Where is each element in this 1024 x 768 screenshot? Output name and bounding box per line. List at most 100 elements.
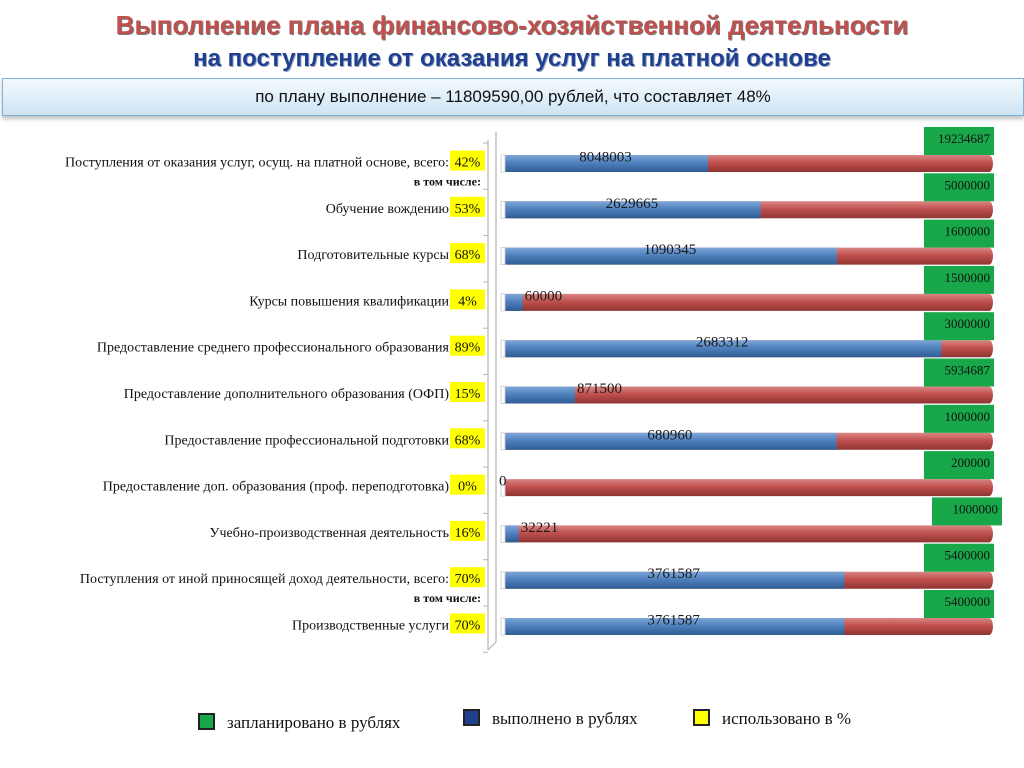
executed-value-label: 1090345 [644, 242, 697, 258]
bar-left-cap [500, 386, 506, 404]
planned-value-box [924, 404, 994, 433]
executed-value-label: 0 [499, 474, 507, 490]
planned-value-box [924, 127, 994, 155]
bar-remaining [503, 525, 993, 543]
bar-left-cap [500, 571, 506, 590]
planned-value-label: 1000000 [953, 501, 999, 516]
percent-label: 89% [455, 341, 481, 356]
category-label: Учебно-производственная деятельность [210, 526, 449, 541]
planned-value-box [924, 173, 994, 202]
title-line-1: Выполнение плана финансово-хозяйственной… [115, 10, 909, 40]
percent-label: 70% [455, 619, 481, 634]
executed-value-label: 8048003 [579, 150, 632, 166]
bar-remaining [503, 293, 993, 311]
legend-label-percent: использовано в % [722, 709, 852, 728]
bar-executed [503, 293, 523, 311]
executed-value-label: 32221 [521, 520, 559, 536]
legend-swatch-planned [198, 713, 215, 730]
percent-label: 70% [455, 572, 481, 587]
executed-value-label: 3761587 [647, 566, 700, 582]
bar-left-cap [500, 617, 506, 636]
planned-value-label: 19234687 [938, 131, 991, 146]
planned-value-label: 1000000 [945, 409, 991, 424]
percent-label: 0% [458, 480, 477, 495]
percent-highlight [450, 613, 485, 634]
bar-executed [503, 340, 942, 358]
percent-label: 4% [458, 294, 477, 309]
planned-value-label: 1600000 [945, 224, 991, 239]
planned-value-box [924, 265, 994, 294]
subgroup-label: в том числе: [414, 175, 481, 189]
legend-item-percent: использовано в % [693, 709, 851, 729]
bar-executed [503, 201, 761, 219]
category-label: Предоставление среднего профессиональног… [97, 341, 450, 356]
percent-label: 68% [455, 248, 481, 263]
executed-value-label: 2683312 [696, 335, 749, 351]
percent-highlight [450, 243, 485, 264]
percent-highlight [450, 567, 485, 588]
bar-left-cap [500, 293, 506, 312]
percent-highlight [450, 335, 485, 356]
category-label: Подготовительные курсы [297, 248, 449, 263]
percent-highlight [450, 520, 485, 541]
percent-highlight [450, 428, 485, 449]
legend-item-executed: выполнено в рублях [463, 709, 638, 729]
percent-highlight [450, 150, 485, 171]
percent-label: 42% [455, 156, 481, 171]
executed-value-label: 3761587 [647, 613, 700, 629]
bar-remaining [503, 479, 993, 497]
category-label: Поступления от оказания услуг, осущ. на … [65, 156, 449, 171]
bar-left-cap [500, 247, 506, 266]
bar-left-cap [500, 200, 506, 219]
percent-label: 16% [455, 526, 481, 541]
planned-value-label: 5400000 [945, 594, 991, 609]
summary-banner: по плану выполнение – 11809590,00 рублей… [2, 78, 1024, 116]
percent-label: 15% [455, 387, 481, 402]
planned-value-label: 3000000 [945, 316, 991, 331]
executed-value-label: 60000 [525, 288, 563, 304]
category-label: Предоставление доп. образования (проф. п… [103, 480, 450, 495]
legend-swatch-percent [693, 709, 710, 726]
category-label: Поступления от иной приносящей доход дея… [80, 572, 449, 587]
category-label: Предоставление профессиональной подготов… [164, 433, 449, 448]
bar-left-cap [500, 478, 506, 497]
percent-highlight [450, 196, 485, 217]
bar-executed [503, 432, 837, 450]
percent-label: 53% [455, 202, 481, 217]
executed-value-label: 871500 [577, 381, 622, 397]
planned-value-label: 200000 [951, 455, 990, 470]
planned-value-box [924, 590, 994, 618]
bar-left-cap [500, 432, 506, 451]
y-axis-corner [487, 641, 497, 651]
category-label: Обучение вождению [326, 202, 449, 217]
planned-value-box [924, 312, 994, 341]
planned-value-box [924, 358, 994, 387]
legend-label-planned: запланировано в рублях [227, 713, 401, 732]
executed-value-label: 2629665 [606, 196, 659, 212]
percent-highlight [450, 289, 485, 310]
bar-executed [503, 247, 837, 265]
subgroup-label: в том числе: [414, 591, 481, 605]
planned-value-box [924, 543, 994, 572]
bar-executed [503, 571, 845, 589]
bar-executed [503, 155, 709, 172]
executed-value-label: 680960 [647, 427, 692, 443]
percent-highlight [450, 382, 485, 402]
bar-executed [503, 386, 575, 404]
bar-executed [503, 525, 519, 543]
bar-executed [503, 618, 845, 635]
bar-left-cap [500, 154, 506, 173]
planned-value-box [932, 497, 1002, 526]
planned-value-label: 1500000 [945, 270, 991, 285]
legend-label-executed: выполнено в рублях [492, 709, 638, 728]
planned-value-box [924, 451, 994, 480]
legend-swatch-executed [463, 709, 480, 726]
category-label: Курсы повышения квалификации [249, 294, 449, 309]
percent-highlight [450, 474, 485, 495]
bar-chart: 8048003 19234687 42% Поступления от оказани… [65, 127, 1002, 653]
category-label: Предоставление дополнительного образован… [124, 387, 450, 402]
planned-value-label: 5934687 [945, 363, 991, 378]
percent-label: 68% [455, 433, 481, 448]
summary-text: по плану выполнение – 11809590,00 рублей… [255, 87, 771, 106]
legend-item-planned: запланировано в рублях [198, 713, 400, 733]
